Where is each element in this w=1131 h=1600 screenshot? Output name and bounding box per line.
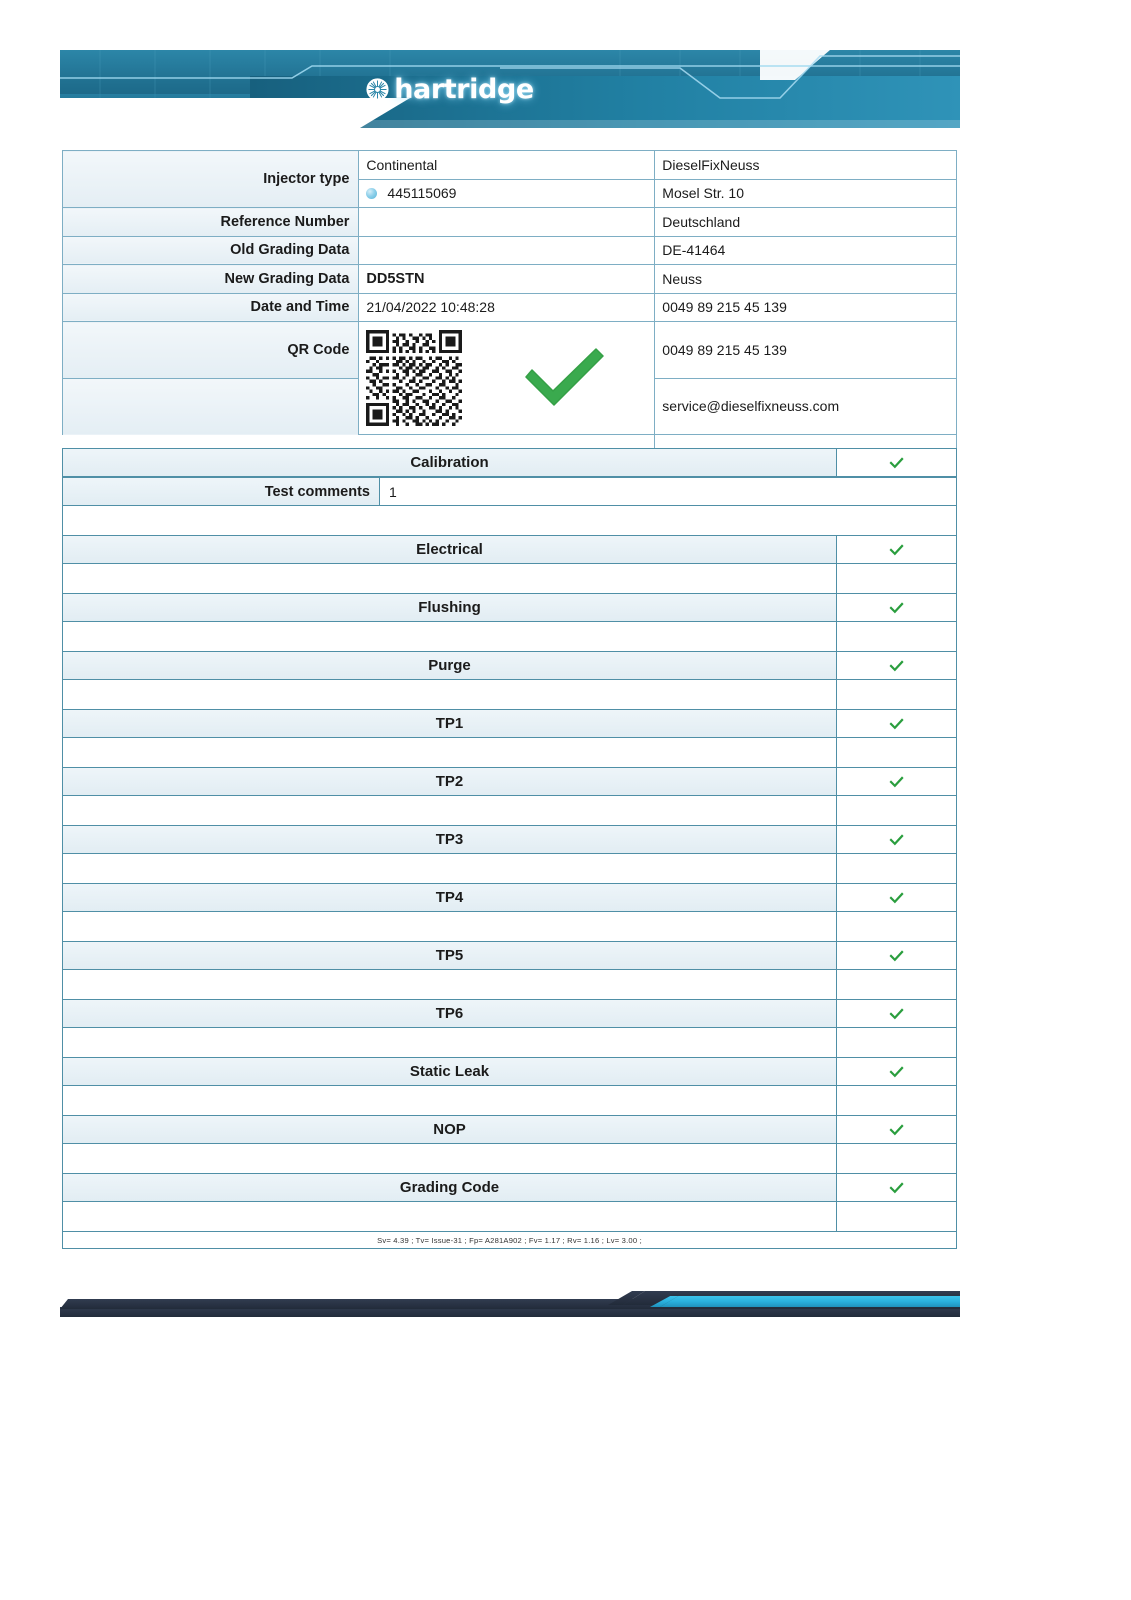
spacer-row [62, 506, 957, 535]
table-row: QR Code [61, 321, 957, 435]
section-status-pass [837, 883, 957, 912]
spacer-row [62, 1144, 957, 1173]
address-phone-1: 0049 89 215 45 139 [654, 292, 957, 322]
injector-bullet-icon [366, 188, 378, 200]
section-label: TP3 [62, 825, 837, 854]
label-new-grading-data: New Grading Data [61, 264, 360, 294]
table-row: 445115069 Mosel Str. 10 [63, 178, 957, 208]
spacer-row [62, 796, 957, 825]
section-label: TP4 [62, 883, 837, 912]
spacer-row [62, 912, 957, 941]
section-status-pass [837, 709, 957, 738]
overall-pass-check-icon [518, 343, 610, 414]
section-label: TP5 [62, 941, 837, 970]
footer-banner [60, 1285, 960, 1317]
label-old-grading-data: Old Grading Data [61, 235, 360, 265]
label-reference-number: Reference Number [61, 207, 360, 237]
section-row-tp6: TP6 [62, 999, 957, 1028]
section-label: TP1 [62, 709, 837, 738]
section-row-nop: NOP [62, 1115, 957, 1144]
section-label: NOP [62, 1115, 837, 1144]
section-row-calibration: Calibration [62, 448, 957, 477]
section-status-pass [837, 1057, 957, 1086]
spacer-row [62, 1202, 957, 1231]
spacer-row [62, 854, 957, 883]
footer-banner-graphic [60, 1291, 960, 1317]
section-row-grading-code: Grading Code [62, 1173, 957, 1202]
spacer-row [62, 622, 957, 651]
table-row: Injector type Continental DieselFixNeuss [61, 150, 957, 208]
address-email: service@dieselfixneuss.com [654, 377, 957, 435]
label-qr-code: QR Code [61, 321, 360, 379]
section-row-tp2: TP2 [62, 767, 957, 796]
spacer-row [62, 564, 957, 593]
qr-code [366, 330, 463, 426]
spacer-row [62, 680, 957, 709]
section-row-purge: Purge [62, 651, 957, 680]
spacer-row [62, 1028, 957, 1057]
section-row-tp1: TP1 [62, 709, 957, 738]
section-label: Purge [62, 651, 837, 680]
section-status-pass [837, 825, 957, 854]
section-status-pass [837, 593, 957, 622]
section-row-electrical: Electrical [62, 535, 957, 564]
section-status-pass [837, 941, 957, 970]
section-status-pass [837, 535, 957, 564]
section-label: Calibration [62, 448, 837, 477]
section-label: TP6 [62, 999, 837, 1028]
test-comments-label: Test comments [62, 477, 380, 506]
section-row-tp5: TP5 [62, 941, 957, 970]
table-row: Date and Time 21/04/2022 10:48:28 0049 8… [61, 292, 957, 322]
value-date-and-time: 21/04/2022 10:48:28 [358, 292, 656, 322]
section-row-tp4: TP4 [62, 883, 957, 912]
section-status-pass [837, 999, 957, 1028]
test-sections-list: Calibration Test comments 1 Electrical F… [62, 448, 957, 1249]
section-row-flushing: Flushing [62, 593, 957, 622]
section-status-pass [837, 767, 957, 796]
section-status-pass [837, 651, 957, 680]
value-injector-part-number: 445115069 [358, 178, 656, 208]
section-label: Static Leak [62, 1057, 837, 1086]
value-new-grading-data: DD5STN [358, 264, 656, 294]
address-phone-2: 0049 89 215 45 139 [654, 321, 957, 379]
report-version-codes: Sv= 4.39 ; Tv= Issue-31 ; Fp= A281A902 ;… [62, 1231, 957, 1249]
address-country: Deutschland [654, 207, 957, 237]
section-label: Flushing [62, 593, 837, 622]
header-banner: hartridge [60, 50, 960, 128]
spacer-row [62, 970, 957, 999]
section-label: Grading Code [62, 1173, 837, 1202]
qr-code-cell [358, 321, 656, 435]
test-comments-value[interactable]: 1 [380, 477, 957, 506]
section-status-pass [837, 448, 957, 477]
label-date-and-time: Date and Time [61, 292, 360, 322]
spacer-row [62, 1086, 957, 1115]
label-blank [61, 378, 360, 435]
address-street: Mosel Str. 10 [654, 178, 957, 208]
section-status-pass [837, 1173, 957, 1202]
table-row: Reference Number Deutschland [61, 207, 957, 237]
address-postcode: DE-41464 [654, 235, 957, 265]
section-label: Electrical [62, 535, 837, 564]
table-row: service@dieselfixneuss.com [61, 377, 957, 435]
value-reference-number [358, 207, 656, 237]
address-company-name: DieselFixNeuss [654, 150, 957, 180]
table-row: New Grading Data DD5STN Neuss [61, 264, 957, 294]
address-city: Neuss [654, 264, 957, 294]
label-injector-type: Injector type [61, 150, 360, 208]
section-row-static-leak: Static Leak [62, 1057, 957, 1086]
section-label: TP2 [62, 767, 837, 796]
table-row: Old Grading Data DE-41464 [61, 235, 957, 265]
header-banner-graphic [60, 50, 960, 128]
value-old-grading-data [358, 235, 656, 265]
test-comments-row: Test comments 1 [62, 477, 957, 506]
section-status-pass [837, 1115, 957, 1144]
spacer-row [62, 738, 957, 767]
value-injector-manufacturer: Continental [358, 150, 656, 180]
section-row-tp3: TP3 [62, 825, 957, 854]
